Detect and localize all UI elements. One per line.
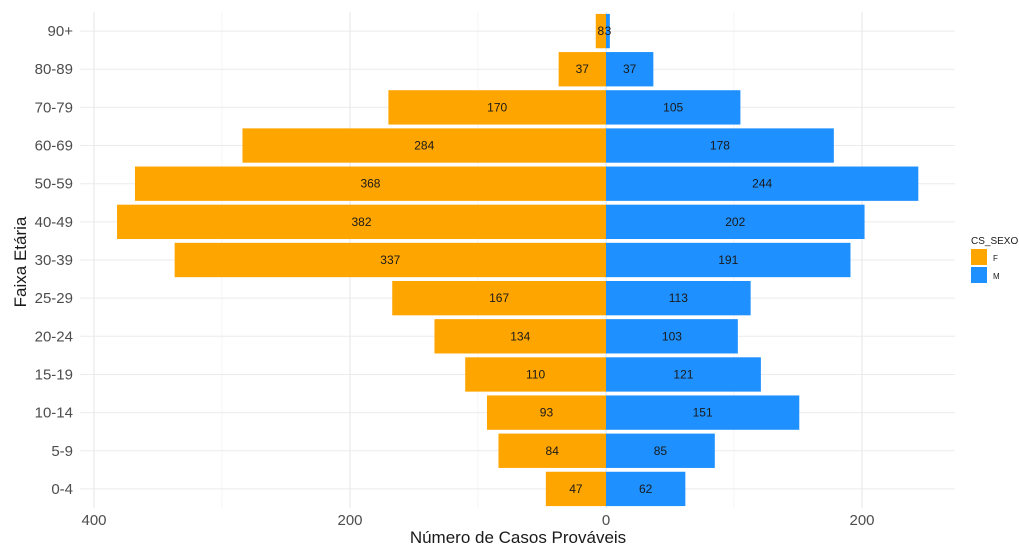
bar-m — [606, 52, 654, 87]
bar-label-m: 113 — [669, 291, 688, 305]
bar-label-f: 284 — [414, 139, 434, 153]
bar-label-f: 37 — [576, 62, 590, 76]
bar-label-f: 170 — [487, 100, 507, 114]
bar-f — [117, 204, 606, 240]
bar-m — [606, 280, 751, 316]
bar-label-f: 84 — [546, 444, 560, 458]
bars — [117, 13, 919, 507]
bar-m — [606, 433, 715, 468]
bar-label-m: 178 — [710, 139, 730, 153]
bar-label-f: 93 — [540, 406, 554, 420]
bar-f — [595, 13, 606, 49]
bar-f — [434, 319, 606, 354]
bar-label-f: 47 — [569, 482, 583, 496]
bar-f — [388, 90, 606, 125]
y-tick-label: 60-69 — [35, 138, 73, 155]
bar-m — [606, 242, 851, 278]
bar-label-f: 167 — [489, 291, 509, 305]
x-axis-title: Número de Casos Prováveis — [410, 528, 626, 547]
bar-f — [392, 280, 606, 316]
bar-f — [174, 242, 606, 278]
x-axis-tick-labels: 400 200 0 200 — [81, 512, 874, 529]
legend-label-f: F — [993, 254, 998, 263]
bar-label-m: 244 — [752, 177, 772, 191]
bar-label-f: 134 — [510, 329, 530, 343]
bar-f — [558, 52, 606, 87]
bar-label-f: 110 — [526, 367, 545, 381]
y-tick-label: 25-29 — [35, 290, 73, 307]
y-axis-tick-labels: 0-4 5-9 10-14 15-19 20-24 25-29 30-39 40-49 50-5… — [35, 23, 74, 498]
bar-f — [134, 166, 606, 201]
x-tick-label: 400 — [81, 512, 106, 529]
bar-label-m: 37 — [623, 62, 637, 76]
bar-label-m: 151 — [693, 406, 713, 420]
bar-f — [545, 471, 606, 507]
bar-m — [606, 319, 738, 354]
y-axis-title: Faixa Etária — [11, 216, 30, 307]
y-tick-label: 50-59 — [35, 176, 73, 193]
legend-swatch-f — [971, 249, 987, 265]
y-tick-label: 10-14 — [35, 405, 73, 422]
bar-f — [465, 357, 606, 392]
x-tick-label: 0 — [602, 512, 610, 529]
y-tick-label: 0-4 — [51, 481, 73, 498]
bar-m — [606, 13, 610, 49]
x-tick-label: 200 — [849, 512, 874, 529]
legend-swatch-m — [971, 267, 987, 283]
bar-label-m: 191 — [718, 253, 738, 267]
bar-label-f: 382 — [352, 215, 372, 229]
bar-label-m: 121 — [673, 367, 693, 381]
bar-label-f: 337 — [380, 253, 400, 267]
y-tick-label: 5-9 — [51, 443, 73, 460]
bar-m — [606, 357, 761, 392]
bar-label-m: 202 — [725, 215, 745, 229]
legend: CS_SEXO F M — [971, 236, 1018, 283]
bar-m — [606, 471, 686, 507]
bar-f — [486, 395, 606, 430]
bar-f — [242, 128, 607, 163]
bar-label-m: 62 — [639, 482, 653, 496]
bar-label-m: 85 — [654, 444, 668, 458]
y-tick-label: 70-79 — [35, 99, 73, 116]
bar-label-f: 368 — [360, 177, 380, 191]
y-tick-label: 90+ — [48, 23, 74, 40]
bar-m — [606, 128, 834, 163]
legend-title: CS_SEXO — [971, 236, 1018, 247]
y-tick-label: 20-24 — [35, 328, 73, 345]
bar-m — [606, 204, 865, 240]
y-tick-label: 40-49 — [35, 214, 73, 231]
bar-label-m: 103 — [662, 329, 682, 343]
bar-label-m: 105 — [663, 100, 683, 114]
bar-label-f: 8 — [598, 24, 605, 38]
bar-label-m: 3 — [605, 24, 612, 38]
x-tick-label: 200 — [337, 512, 362, 529]
y-tick-label: 15-19 — [35, 366, 73, 383]
legend-label-m: M — [993, 272, 1000, 281]
y-tick-label: 30-39 — [35, 252, 73, 269]
bar-m — [606, 395, 800, 430]
bar-m — [606, 90, 741, 125]
y-tick-label: 80-89 — [35, 61, 73, 78]
bar-m — [606, 166, 919, 201]
bar-f — [498, 433, 606, 468]
